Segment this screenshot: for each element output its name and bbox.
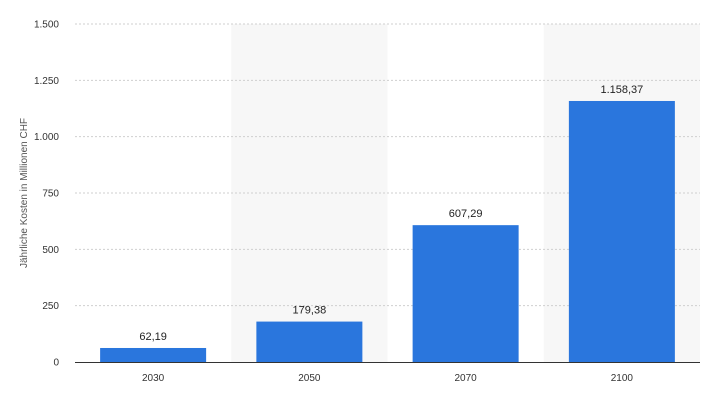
x-tick-label: 2100 [611,373,634,384]
y-tick-label: 750 [42,189,59,200]
x-axis-ticks: 2030 2050 2070 2100 [142,373,633,384]
x-tick-label: 2050 [298,373,321,384]
x-tick-label: 2030 [142,373,165,384]
y-tick-label: 250 [42,301,59,312]
bar [256,321,363,362]
y-axis-ticks: 0 250 500 750 1.000 1.250 1.500 [34,20,59,369]
bar [568,100,675,363]
y-tick-label: 500 [42,245,59,256]
data-label: 607,29 [449,208,483,220]
y-axis-title: Jährliche Kosten in Millionen CHF [19,118,30,268]
y-tick-label: 0 [53,358,59,369]
x-tick-label: 2070 [455,373,478,384]
data-label: 1.158,37 [600,84,643,96]
category-band [231,24,388,362]
y-tick-label: 1.500 [34,20,59,31]
bar [412,225,519,362]
bar [100,347,207,362]
data-label: 62,19 [139,331,167,343]
data-labels: 62,19 179,38 607,29 1.158,37 [139,84,643,343]
bars [100,100,675,363]
y-tick-label: 1.000 [34,132,59,143]
data-label: 179,38 [293,305,327,317]
y-tick-label: 1.250 [34,76,59,87]
